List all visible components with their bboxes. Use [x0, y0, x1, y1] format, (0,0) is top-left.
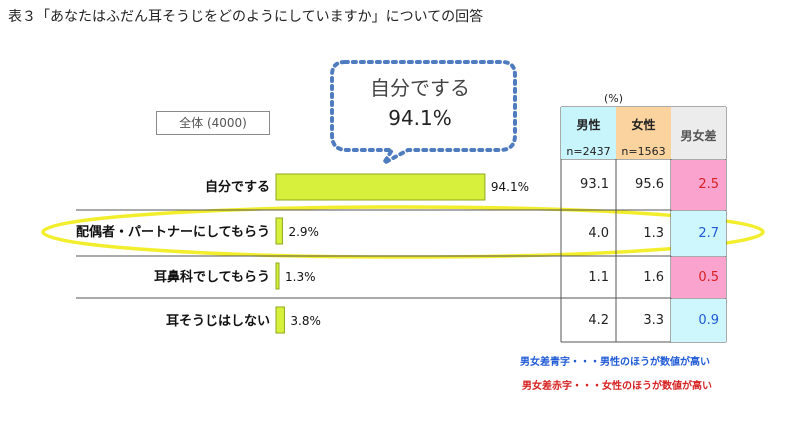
diff-header-label: 男女差	[680, 129, 717, 143]
diff-value-cell: 2.5	[671, 160, 726, 210]
female-sample-size: n=1563	[621, 145, 666, 158]
male-value-cell: 1.1	[588, 270, 609, 285]
bar	[275, 173, 486, 201]
bar	[275, 306, 285, 334]
female-value-cell: 3.3	[643, 313, 664, 328]
value-label: 3.8%	[290, 314, 321, 328]
callout-title: 自分でする	[370, 76, 470, 100]
callout-value: 94.1%	[388, 106, 452, 130]
diff-value-cell: 0.5	[671, 257, 726, 298]
row-separators	[76, 209, 726, 299]
male-value-cell: 93.1	[580, 177, 609, 192]
male-value-cell: 4.2	[588, 313, 609, 328]
category-label: 自分でする	[205, 179, 270, 195]
total-sample-label: 全体 (4000)	[156, 111, 270, 135]
female-value-cell: 95.6	[635, 177, 664, 192]
diff-value-cell: 0.9	[671, 299, 726, 342]
note-red: 男女差赤字・・・女性のほうが数値が高い	[522, 381, 712, 392]
female-value-cell: 1.6	[643, 270, 664, 285]
diff-value-cell: 2.7	[671, 211, 726, 256]
female-header: 女性 n=1563	[616, 107, 671, 159]
category-label: 耳鼻科でしてもらう	[154, 269, 270, 285]
male-header: 男性 n=2437	[561, 107, 616, 159]
highlight-ellipse	[41, 205, 765, 259]
category-label: 配偶者・パートナーにしてもらう	[76, 224, 270, 240]
female-header-label: 女性	[631, 118, 656, 132]
page-title: 表３「あなたはふだん耳そうじをどのようにしていますか」についての回答	[8, 9, 484, 25]
value-label: 2.9%	[288, 225, 319, 239]
bar	[275, 217, 283, 245]
unit-label: (%)	[604, 92, 624, 105]
diff-header: 男女差	[671, 107, 726, 159]
value-label: 94.1%	[491, 180, 529, 194]
note-blue: 男女差青字・・・男性のほうが数値が高い	[520, 357, 710, 368]
bar	[275, 262, 280, 290]
female-value-cell: 1.3	[643, 226, 664, 241]
male-header-label: 男性	[576, 118, 601, 132]
category-label: 耳そうじはしない	[166, 314, 270, 329]
male-sample-size: n=2437	[566, 145, 611, 158]
value-label: 1.3%	[285, 270, 316, 284]
callout-bubble	[330, 60, 517, 169]
male-value-cell: 4.0	[588, 226, 609, 241]
